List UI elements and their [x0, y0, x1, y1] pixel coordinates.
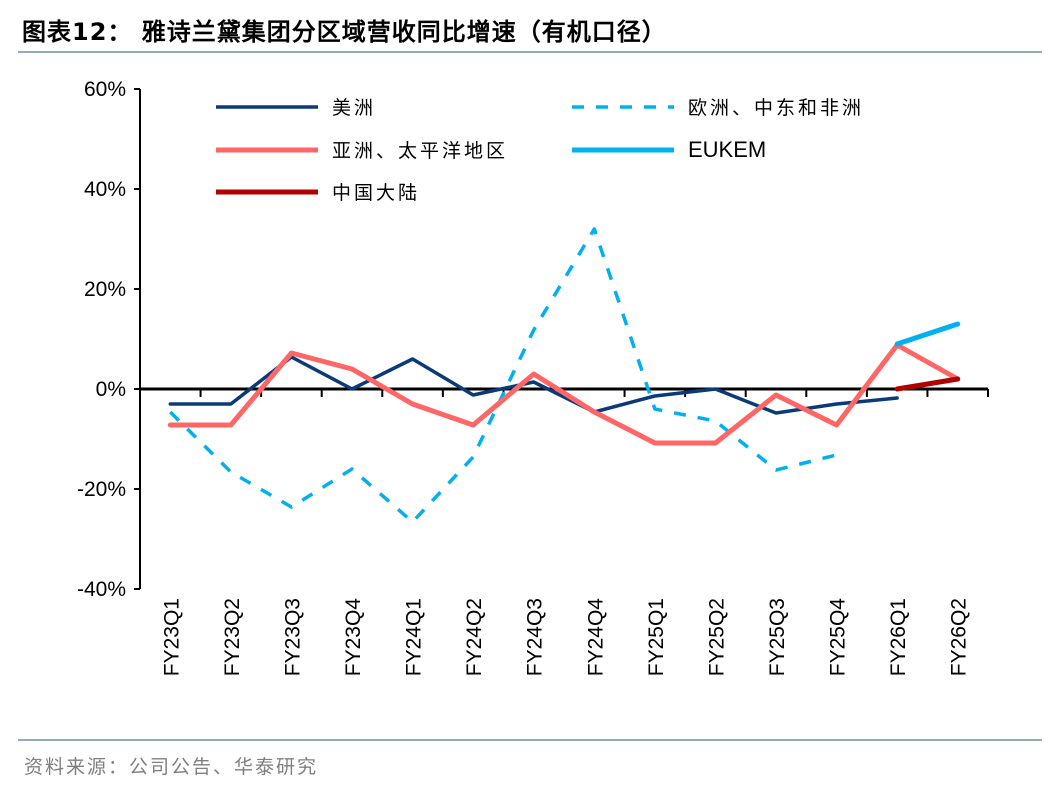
legend-label: 亚洲、太平洋地区 [332, 140, 508, 162]
series-line [168, 355, 899, 415]
footer-divider [18, 739, 1042, 741]
chart-title: 图表12： 雅诗兰黛集团分区域营收同比增速（有机口径） [22, 18, 667, 46]
title-divider [18, 51, 1042, 53]
x-tick-label: FY23Q1 [160, 598, 183, 676]
series-line [167, 342, 961, 446]
x-tick-label: FY23Q3 [281, 598, 304, 676]
x-tick-label: FY24Q1 [403, 598, 426, 676]
y-tick-label: -20% [77, 478, 126, 501]
legend-label: 美洲 [332, 97, 376, 119]
legend-label: EUKEM [688, 137, 766, 162]
x-tick-label: FY25Q4 [827, 598, 850, 677]
x-tick-label: FY26Q1 [887, 598, 910, 676]
legend-label: 欧洲、中东和非洲 [688, 97, 864, 119]
y-tick-label: 20% [84, 278, 126, 301]
x-tick-label: FY25Q1 [645, 598, 668, 676]
x-tick-label: FY25Q2 [705, 598, 728, 676]
x-tick-label: FY26Q2 [948, 598, 971, 676]
x-tick-label: FY25Q3 [766, 598, 789, 676]
x-tick-label: FY23Q2 [221, 598, 244, 676]
series-line [894, 376, 961, 392]
y-tick-label: 0% [96, 378, 126, 401]
x-tick-label: FY24Q2 [463, 598, 486, 676]
y-tick-label: 60% [84, 78, 126, 101]
legend-label: 中国大陆 [332, 182, 420, 204]
y-tick-label: 40% [84, 178, 126, 201]
y-tick-label: -40% [77, 578, 126, 601]
series-line [169, 227, 837, 524]
x-tick-label: FY24Q4 [584, 598, 607, 677]
x-tick-label: FY24Q3 [524, 598, 547, 676]
x-tick-label: FY23Q4 [342, 598, 365, 677]
series-line [894, 321, 961, 347]
source-note: 资料来源：公司公告、华泰研究 [24, 756, 319, 778]
